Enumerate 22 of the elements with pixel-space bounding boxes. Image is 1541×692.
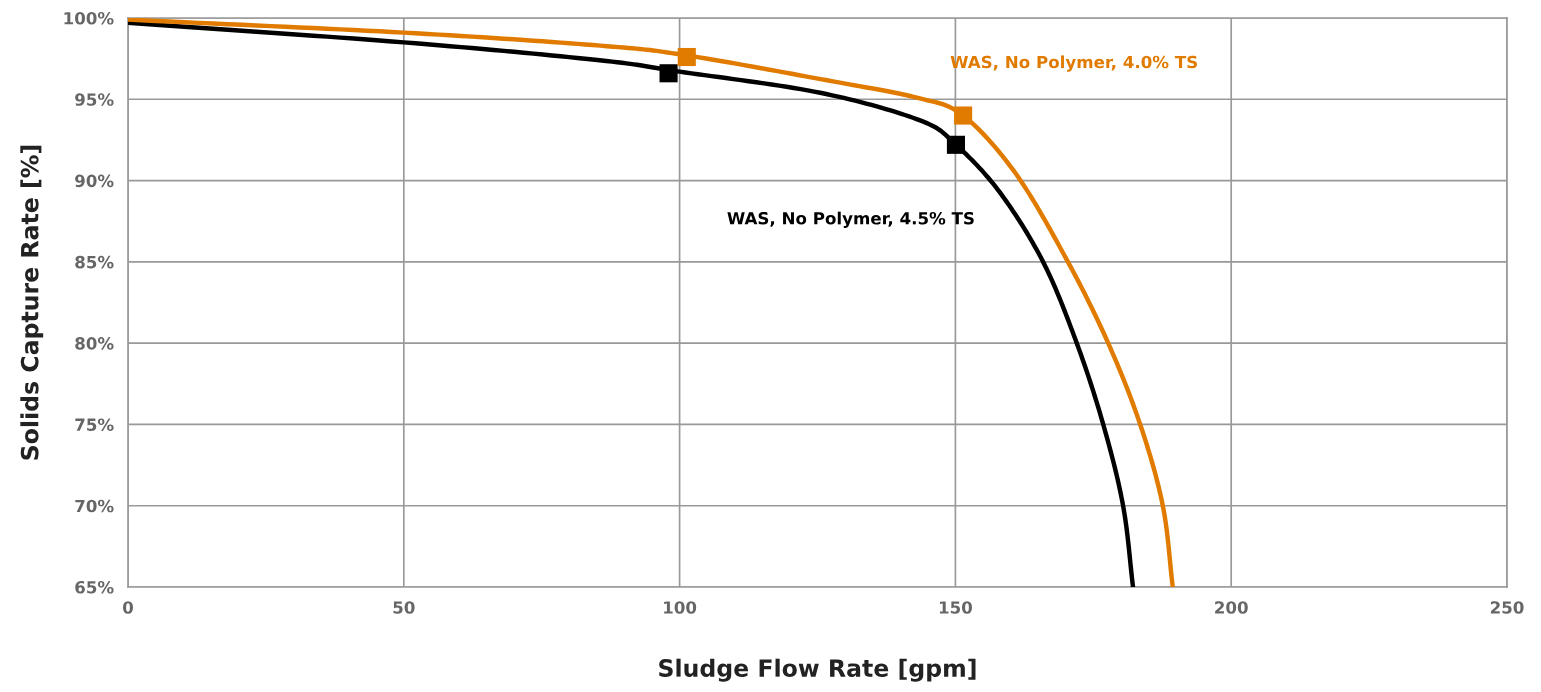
- x-tick-label: 50: [393, 601, 415, 614]
- point: [659, 64, 678, 83]
- y-tick-label: 85%: [75, 255, 114, 269]
- point: [677, 47, 696, 67]
- y-tick-label: 80%: [75, 337, 114, 350]
- point: [954, 106, 973, 125]
- x-tick-label: 0: [123, 601, 133, 614]
- y-tick-label: 75%: [75, 418, 114, 431]
- y-tick-label: 95%: [75, 93, 114, 106]
- y-tick-label: 70%: [75, 499, 114, 513]
- x-tick-label: 250: [1490, 601, 1524, 614]
- y-tick-label: 90%: [75, 174, 114, 188]
- x-tick-label: 100: [664, 601, 697, 614]
- text: WAS, No Polymer, 4.0% TS: [950, 55, 1197, 72]
- x-tick-label: 200: [1215, 601, 1248, 614]
- y-tick-label: 65%: [75, 580, 114, 594]
- x-tick-label: 150: [939, 601, 972, 614]
- x-axis-title: Sludge Flow Rate [gpm]: [659, 658, 976, 682]
- y-tick-label: 100%: [64, 11, 114, 25]
- series-label: WAS, No Polymer, 4.5% TS: [727, 211, 974, 228]
- y-axis-title: Solids Capture Rate [%]: [20, 145, 44, 460]
- point: [946, 135, 966, 154]
